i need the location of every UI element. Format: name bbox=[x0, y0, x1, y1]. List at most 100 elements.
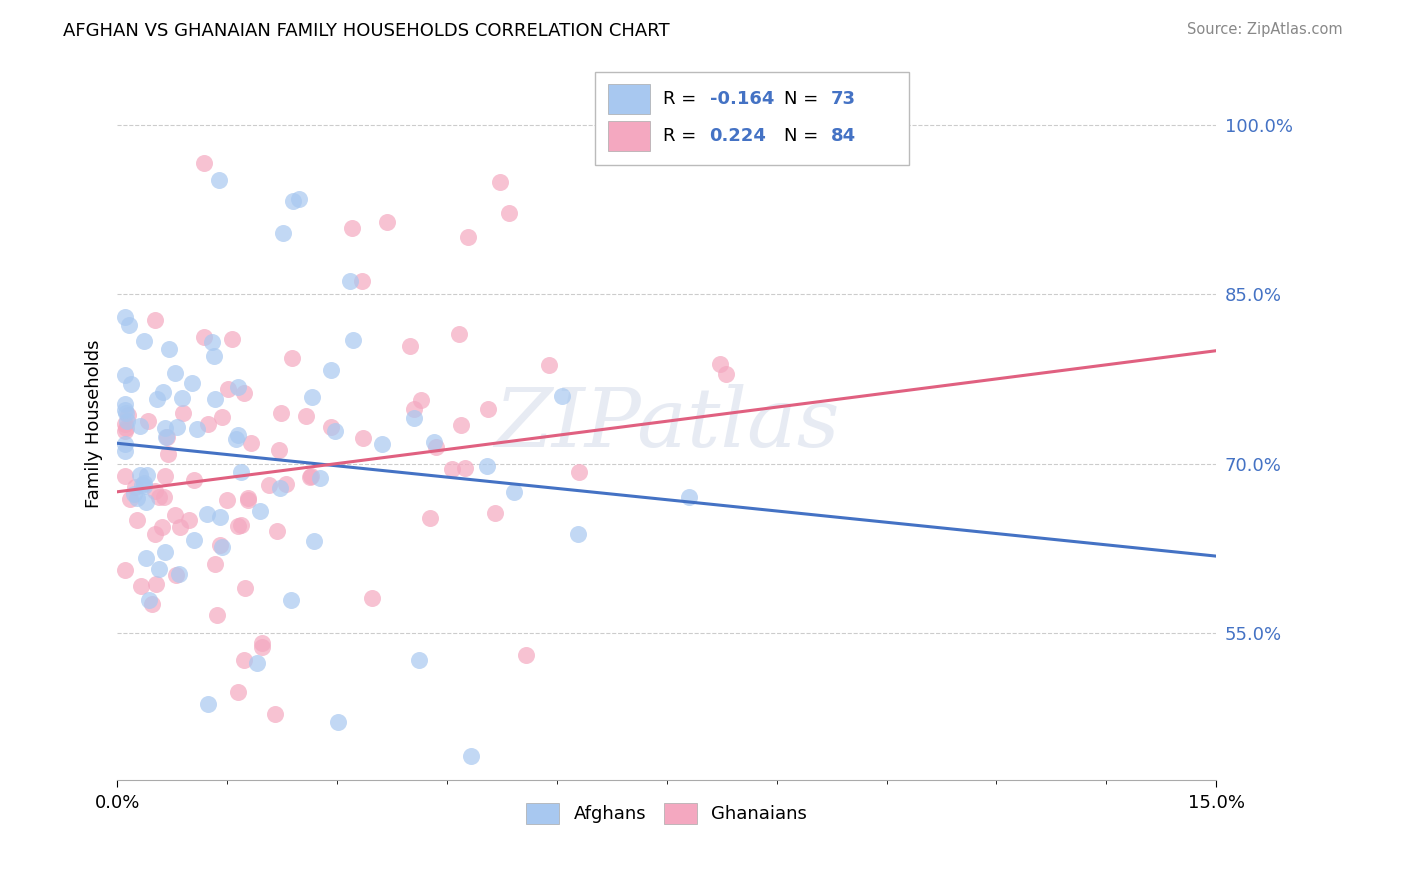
Point bbox=[115, 407, 138, 421]
Point bbox=[301, 390, 323, 404]
Point bbox=[274, 476, 297, 491]
Point bbox=[180, 376, 202, 390]
Point bbox=[155, 430, 177, 444]
Point bbox=[204, 557, 226, 571]
Point bbox=[503, 484, 526, 499]
Point bbox=[179, 513, 201, 527]
Point bbox=[399, 339, 422, 353]
Point bbox=[477, 401, 499, 416]
Point bbox=[127, 491, 149, 505]
Point bbox=[226, 519, 249, 533]
Point bbox=[299, 469, 322, 483]
Point bbox=[114, 563, 136, 577]
Point bbox=[551, 389, 574, 403]
Point bbox=[207, 173, 229, 187]
Point bbox=[295, 409, 318, 423]
Point bbox=[441, 461, 464, 475]
Bar bbox=[609, 121, 650, 151]
Point bbox=[197, 417, 219, 432]
Point bbox=[484, 506, 506, 520]
Point bbox=[155, 430, 177, 444]
Point bbox=[153, 421, 176, 435]
Point bbox=[211, 410, 233, 425]
Point bbox=[165, 508, 187, 522]
Point bbox=[114, 469, 136, 483]
Point bbox=[350, 274, 373, 288]
Text: R =: R = bbox=[664, 90, 703, 108]
Point bbox=[231, 518, 253, 533]
Point bbox=[250, 636, 273, 650]
Point bbox=[538, 358, 561, 372]
Point bbox=[167, 567, 190, 582]
Text: N =: N = bbox=[785, 127, 824, 145]
Point bbox=[225, 432, 247, 446]
Point bbox=[114, 396, 136, 410]
Point bbox=[183, 473, 205, 487]
Point bbox=[319, 363, 342, 377]
Point bbox=[266, 524, 288, 538]
Point bbox=[423, 434, 446, 449]
Point bbox=[299, 469, 322, 483]
Point bbox=[145, 577, 167, 591]
Point bbox=[211, 540, 233, 554]
Point bbox=[714, 368, 737, 382]
Point bbox=[153, 545, 176, 559]
Point bbox=[148, 562, 170, 576]
Point bbox=[221, 332, 243, 346]
Point bbox=[115, 420, 138, 434]
Point bbox=[165, 367, 187, 381]
Point bbox=[145, 392, 167, 406]
Point bbox=[269, 442, 291, 457]
Point bbox=[709, 357, 731, 371]
Point bbox=[118, 318, 141, 333]
Point bbox=[114, 368, 136, 382]
Point bbox=[236, 491, 259, 505]
Point bbox=[183, 533, 205, 548]
Text: 73: 73 bbox=[831, 90, 855, 108]
Point bbox=[404, 401, 426, 416]
Point bbox=[460, 748, 482, 763]
Point bbox=[287, 192, 309, 206]
Point bbox=[114, 443, 136, 458]
Point bbox=[202, 349, 225, 363]
Point bbox=[568, 465, 591, 479]
Point bbox=[239, 435, 262, 450]
Point bbox=[134, 479, 156, 493]
Point bbox=[425, 440, 447, 454]
Text: R =: R = bbox=[664, 127, 703, 145]
Point bbox=[153, 491, 176, 505]
Point bbox=[138, 593, 160, 607]
Point bbox=[124, 487, 146, 501]
Point bbox=[124, 480, 146, 494]
Point bbox=[118, 491, 141, 506]
Point bbox=[205, 608, 228, 623]
Point bbox=[450, 417, 472, 432]
Point bbox=[169, 520, 191, 534]
Legend: Afghans, Ghanaians: Afghans, Ghanaians bbox=[516, 792, 818, 835]
Point bbox=[678, 491, 700, 505]
Point bbox=[232, 386, 254, 401]
Text: -0.164: -0.164 bbox=[710, 90, 773, 108]
Point bbox=[150, 520, 173, 534]
Point bbox=[143, 313, 166, 327]
Point bbox=[114, 437, 136, 451]
Point bbox=[226, 428, 249, 442]
Point bbox=[172, 406, 194, 420]
Point bbox=[377, 215, 399, 229]
Point bbox=[193, 330, 215, 344]
Point bbox=[117, 408, 139, 422]
Point bbox=[236, 493, 259, 508]
Point bbox=[129, 578, 152, 592]
Point bbox=[114, 402, 136, 417]
Point bbox=[166, 420, 188, 434]
Point bbox=[515, 648, 537, 662]
Point bbox=[114, 310, 136, 324]
Text: AFGHAN VS GHANAIAN FAMILY HOUSEHOLDS CORRELATION CHART: AFGHAN VS GHANAIAN FAMILY HOUSEHOLDS COR… bbox=[63, 22, 669, 40]
Point bbox=[408, 653, 430, 667]
Point bbox=[114, 425, 136, 439]
Point bbox=[326, 715, 349, 730]
Point bbox=[128, 418, 150, 433]
Point bbox=[498, 206, 520, 220]
Point bbox=[419, 511, 441, 525]
Point bbox=[114, 417, 136, 432]
